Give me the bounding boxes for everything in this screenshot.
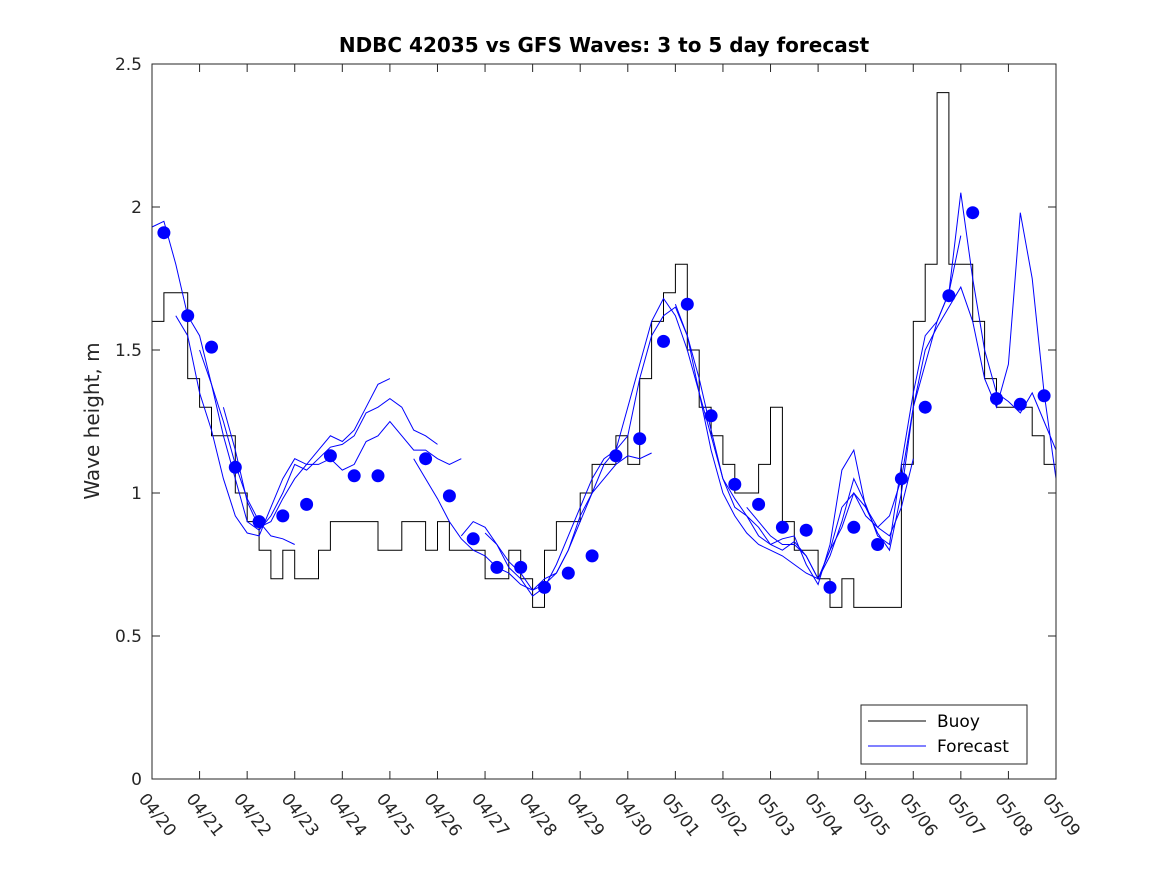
x-tick-label: 04/20 bbox=[134, 790, 180, 841]
analysis-marker bbox=[799, 523, 813, 537]
y-axis: 0 0.5 1 1.5 2 2.5 bbox=[115, 55, 1056, 790]
x-tick-label: 05/02 bbox=[705, 790, 751, 841]
plot-area bbox=[152, 64, 1056, 779]
analysis-marker bbox=[157, 226, 171, 240]
analysis-marker bbox=[609, 449, 623, 463]
analysis-marker bbox=[585, 549, 599, 563]
x-tick-label: 05/03 bbox=[753, 790, 799, 841]
forecast-series-line-3 bbox=[199, 349, 438, 531]
y-tick-label: 1 bbox=[131, 484, 142, 504]
analysis-marker bbox=[490, 560, 504, 574]
analysis-marker bbox=[442, 489, 456, 503]
x-tick-label: 05/09 bbox=[1038, 790, 1084, 841]
analysis-marker bbox=[1013, 397, 1027, 411]
analysis-marker bbox=[871, 538, 885, 551]
analysis-marker bbox=[752, 497, 766, 511]
legend-forecast-label: Forecast bbox=[937, 737, 1009, 757]
analysis-marker-layer bbox=[157, 206, 1051, 594]
y-tick-label: 0 bbox=[131, 770, 142, 790]
chart-title: NDBC 42035 vs GFS Waves: 3 to 5 day fore… bbox=[339, 33, 870, 57]
x-tick-label: 04/22 bbox=[229, 790, 275, 841]
analysis-marker bbox=[561, 566, 575, 580]
x-tick-label: 05/06 bbox=[895, 790, 941, 841]
analysis-marker bbox=[966, 206, 980, 220]
x-tick-label: 04/30 bbox=[610, 790, 656, 841]
analysis-marker bbox=[823, 580, 837, 594]
x-tick-label: 05/08 bbox=[990, 790, 1036, 841]
analysis-marker bbox=[181, 309, 195, 323]
legend-buoy-label: Buoy bbox=[937, 712, 980, 732]
analysis-marker bbox=[323, 449, 337, 463]
x-tick-label: 04/29 bbox=[562, 790, 608, 841]
analysis-marker bbox=[205, 340, 218, 354]
x-tick-label: 04/23 bbox=[277, 790, 323, 841]
analysis-marker bbox=[728, 477, 742, 491]
y-tick-label: 2.5 bbox=[115, 55, 142, 75]
x-tick-label: 05/05 bbox=[848, 790, 894, 841]
analysis-marker bbox=[942, 289, 956, 303]
analysis-marker bbox=[847, 520, 861, 534]
x-tick-label: 05/01 bbox=[657, 790, 703, 841]
series-layer bbox=[151, 92, 1057, 608]
axes-box bbox=[151, 63, 1057, 780]
analysis-marker bbox=[419, 452, 433, 466]
analysis-marker bbox=[300, 497, 314, 511]
forecast-series-line-8 bbox=[674, 192, 1057, 586]
analysis-marker bbox=[918, 400, 932, 414]
analysis-marker bbox=[633, 432, 647, 446]
analysis-marker bbox=[680, 297, 694, 311]
legend-box bbox=[860, 704, 1028, 765]
x-tick-label: 04/21 bbox=[182, 790, 228, 841]
x-tick-label: 04/27 bbox=[467, 790, 513, 841]
y-tick-label: 0.5 bbox=[115, 627, 142, 647]
x-tick-label: 04/26 bbox=[420, 790, 466, 841]
buoy-series-line bbox=[152, 92, 1057, 608]
x-tick-label: 05/07 bbox=[943, 790, 989, 841]
analysis-marker bbox=[1037, 389, 1051, 403]
x-tick-label: 04/24 bbox=[324, 790, 370, 841]
forecast-series-line-1 bbox=[151, 220, 295, 545]
analysis-marker bbox=[704, 409, 718, 423]
y-tick-label: 2 bbox=[131, 198, 142, 218]
forecast-series-line-2 bbox=[175, 315, 391, 537]
analysis-marker bbox=[228, 460, 242, 474]
y-tick-label: 1.5 bbox=[115, 341, 142, 361]
analysis-marker bbox=[990, 392, 1003, 406]
x-tick-label: 04/28 bbox=[515, 790, 561, 841]
legend: Buoy Forecast bbox=[860, 704, 1028, 765]
x-tick-label: 04/25 bbox=[372, 790, 418, 841]
analysis-marker bbox=[775, 520, 789, 534]
analysis-marker bbox=[276, 509, 290, 523]
analysis-marker bbox=[538, 580, 551, 594]
analysis-marker bbox=[466, 532, 480, 546]
analysis-marker bbox=[371, 469, 385, 483]
analysis-marker bbox=[347, 469, 361, 483]
analysis-marker bbox=[657, 334, 670, 348]
analysis-marker bbox=[252, 515, 266, 529]
analysis-marker bbox=[514, 560, 528, 574]
y-axis-label: Wave height, m bbox=[80, 342, 104, 499]
analysis-marker bbox=[894, 472, 908, 486]
x-tick-label: 05/04 bbox=[800, 790, 846, 841]
